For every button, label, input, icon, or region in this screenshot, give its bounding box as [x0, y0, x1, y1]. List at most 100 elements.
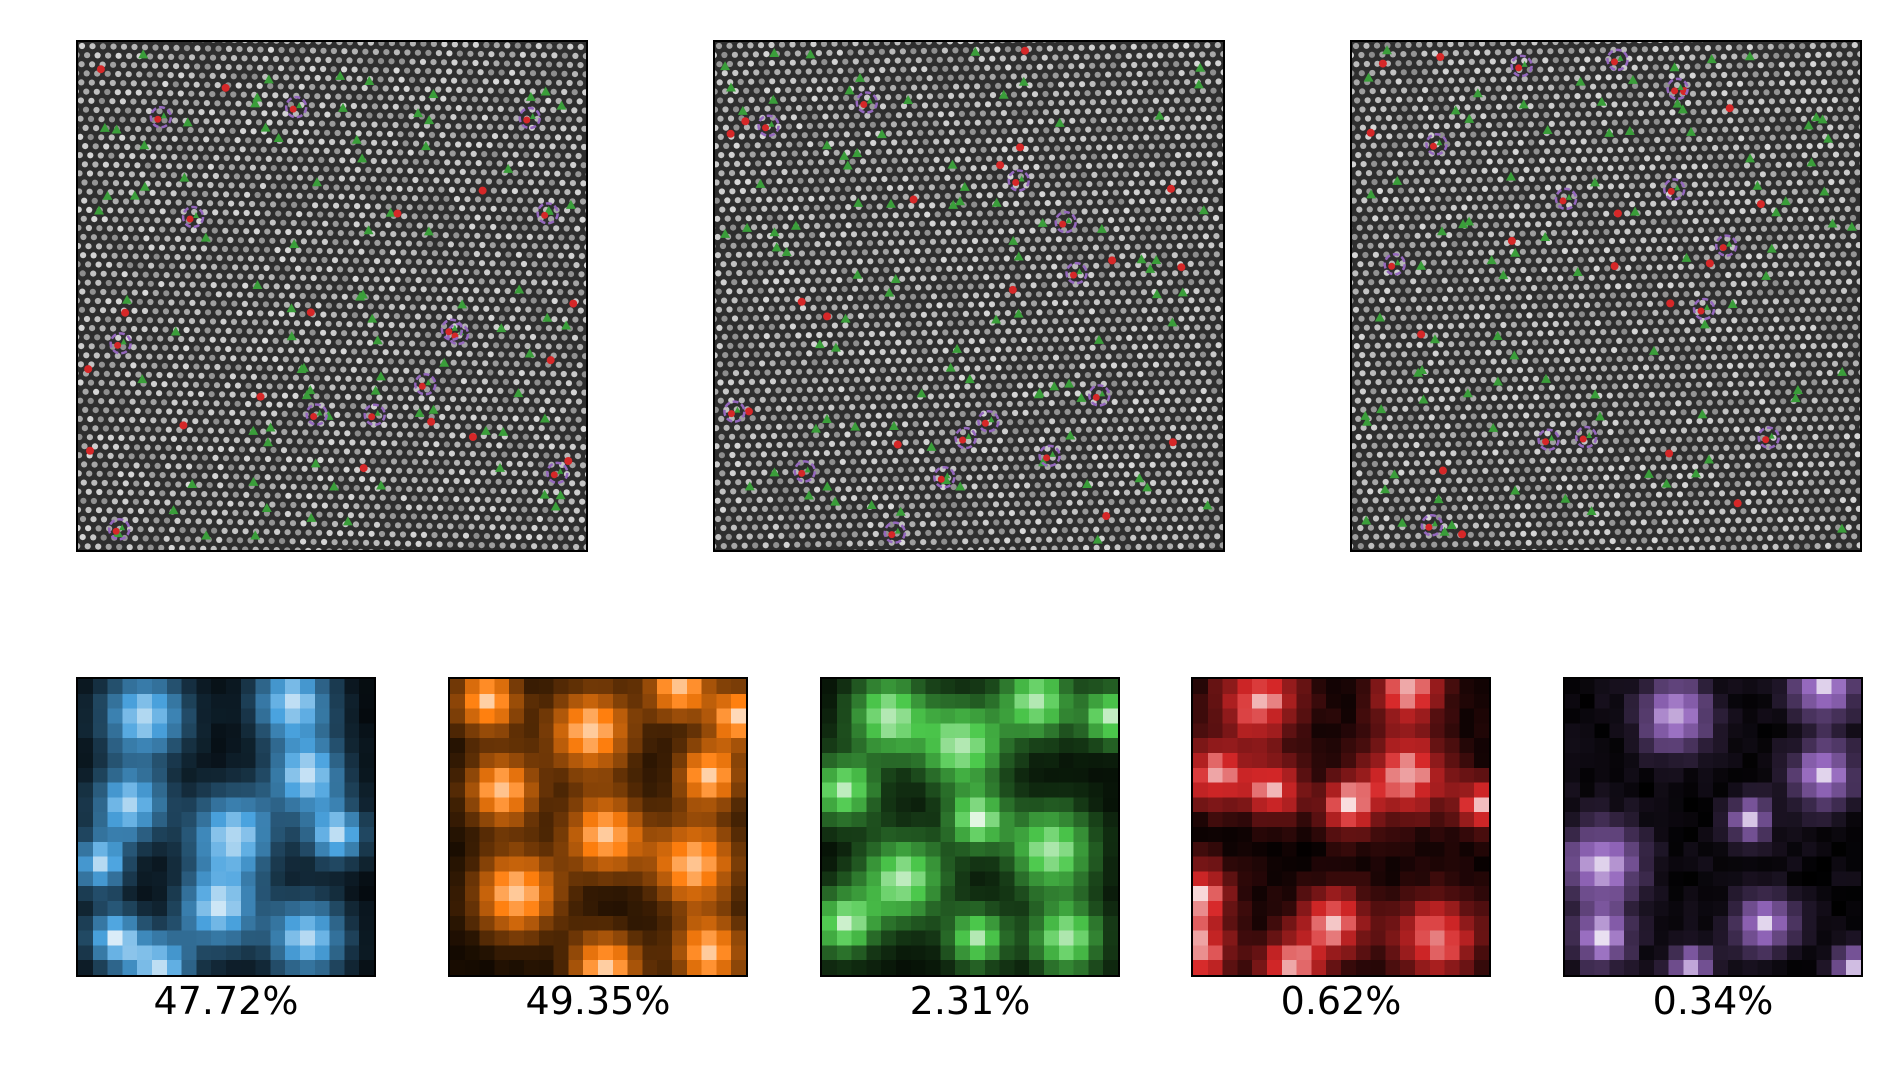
green-triangle-marker	[1094, 334, 1105, 344]
purple-circle-marker	[1757, 426, 1780, 449]
green-triangle-marker	[830, 342, 841, 352]
red-dot-marker	[1020, 46, 1029, 55]
green-triangle-marker	[1677, 104, 1688, 114]
green-triangle-marker	[355, 291, 366, 301]
red-dot-marker	[179, 421, 188, 430]
green-triangle-marker	[959, 181, 970, 191]
cluster-green-fraction: 2.31%	[909, 979, 1031, 1023]
green-triangle-marker	[1458, 219, 1469, 229]
green-triangle-marker	[725, 82, 736, 92]
green-triangle-marker	[1744, 51, 1755, 61]
green-triangle-marker	[296, 363, 307, 373]
green-triangle-marker	[1362, 416, 1373, 426]
red-dot-marker	[1458, 530, 1467, 539]
green-triangle-marker	[948, 199, 959, 209]
green-triangle-marker	[1837, 366, 1848, 376]
green-triangle-marker	[495, 462, 506, 472]
green-triangle-marker	[424, 115, 435, 125]
green-triangle-marker	[1151, 255, 1162, 265]
cluster-blue-image	[78, 679, 374, 975]
cluster-green-patch	[820, 677, 1120, 977]
green-triangle-marker	[755, 178, 766, 188]
green-triangle-marker	[498, 426, 509, 436]
green-triangle-marker	[1472, 88, 1483, 98]
green-triangle-marker	[1823, 133, 1834, 143]
green-triangle-marker	[1361, 515, 1372, 525]
green-triangle-marker	[1827, 218, 1838, 228]
green-triangle-marker	[263, 74, 274, 84]
green-triangle-marker	[328, 481, 339, 491]
cluster-blue-patch	[76, 677, 376, 977]
green-triangle-marker	[201, 530, 212, 540]
green-triangle-marker	[1803, 120, 1814, 130]
green-triangle-marker	[129, 190, 140, 200]
cluster-orange-patch	[448, 677, 748, 977]
green-triangle-marker	[1416, 260, 1427, 270]
purple-circle-marker	[518, 106, 542, 130]
green-triangle-marker	[428, 89, 439, 99]
green-triangle-marker	[1380, 484, 1391, 494]
green-triangle-marker	[423, 226, 434, 236]
green-triangle-marker	[781, 247, 792, 257]
red-dot-marker	[797, 297, 806, 306]
green-triangle-marker	[1604, 127, 1615, 137]
green-triangle-marker	[168, 505, 179, 515]
green-triangle-marker	[1540, 232, 1551, 242]
green-triangle-marker	[1360, 410, 1371, 420]
red-dot-marker	[221, 83, 230, 92]
green-triangle-marker	[1464, 113, 1475, 123]
red-dot-marker	[744, 407, 753, 416]
green-triangle-marker	[496, 323, 507, 333]
green-triangle-marker	[301, 390, 312, 400]
green-triangle-marker	[991, 197, 1002, 207]
green-triangle-marker	[839, 150, 850, 160]
purple-circle-marker	[1038, 444, 1061, 468]
green-triangle-marker	[1572, 266, 1583, 276]
green-triangle-marker	[1065, 430, 1076, 440]
cluster-blue-fraction: 47.72%	[153, 979, 299, 1023]
green-triangle-marker	[1136, 254, 1147, 264]
green-triangle-marker	[539, 413, 550, 423]
green-triangle-marker	[1589, 177, 1600, 187]
green-triangle-marker	[1706, 54, 1717, 64]
red-dot-marker	[1438, 466, 1447, 475]
purple-circle-marker	[1606, 48, 1629, 72]
green-triangle-marker	[1389, 469, 1400, 479]
green-triangle-marker	[855, 72, 866, 82]
green-triangle-marker	[1703, 454, 1714, 464]
green-triangle-marker	[853, 197, 864, 207]
red-dot-marker	[1507, 236, 1516, 245]
green-triangle-marker	[805, 49, 816, 59]
green-triangle-marker	[1575, 76, 1586, 86]
green-triangle-marker	[1643, 468, 1654, 478]
red-dot-marker	[1705, 259, 1714, 268]
green-triangle-marker	[1436, 226, 1447, 236]
green-triangle-marker	[790, 220, 801, 230]
green-triangle-marker	[1690, 468, 1701, 478]
red-dot-marker	[1177, 263, 1186, 272]
green-triangle-marker	[1013, 308, 1024, 318]
purple-circle-marker	[546, 461, 569, 485]
red-dot-marker	[468, 433, 477, 442]
red-dot-marker	[359, 464, 368, 473]
green-triangle-marker	[1541, 373, 1552, 383]
purple-circle-marker	[1054, 210, 1077, 234]
green-triangle-marker	[363, 225, 374, 235]
green-triangle-marker	[385, 207, 396, 217]
green-triangle-marker	[991, 314, 1002, 324]
green-triangle-marker	[1836, 523, 1847, 533]
green-triangle-marker	[187, 479, 198, 489]
purple-circle-marker	[1065, 261, 1088, 285]
purple-circle-marker	[440, 318, 464, 341]
green-triangle-marker	[888, 420, 899, 430]
green-triangle-marker	[1560, 493, 1571, 503]
green-triangle-marker	[1013, 251, 1024, 261]
green-triangle-marker	[261, 502, 272, 512]
purple-circle-marker	[1537, 428, 1560, 451]
green-triangle-marker	[810, 423, 821, 433]
green-triangle-marker	[1627, 74, 1638, 84]
green-triangle-marker	[122, 294, 133, 304]
green-triangle-marker	[821, 413, 832, 423]
green-triangle-marker	[1672, 98, 1683, 108]
green-triangle-marker	[138, 49, 149, 59]
